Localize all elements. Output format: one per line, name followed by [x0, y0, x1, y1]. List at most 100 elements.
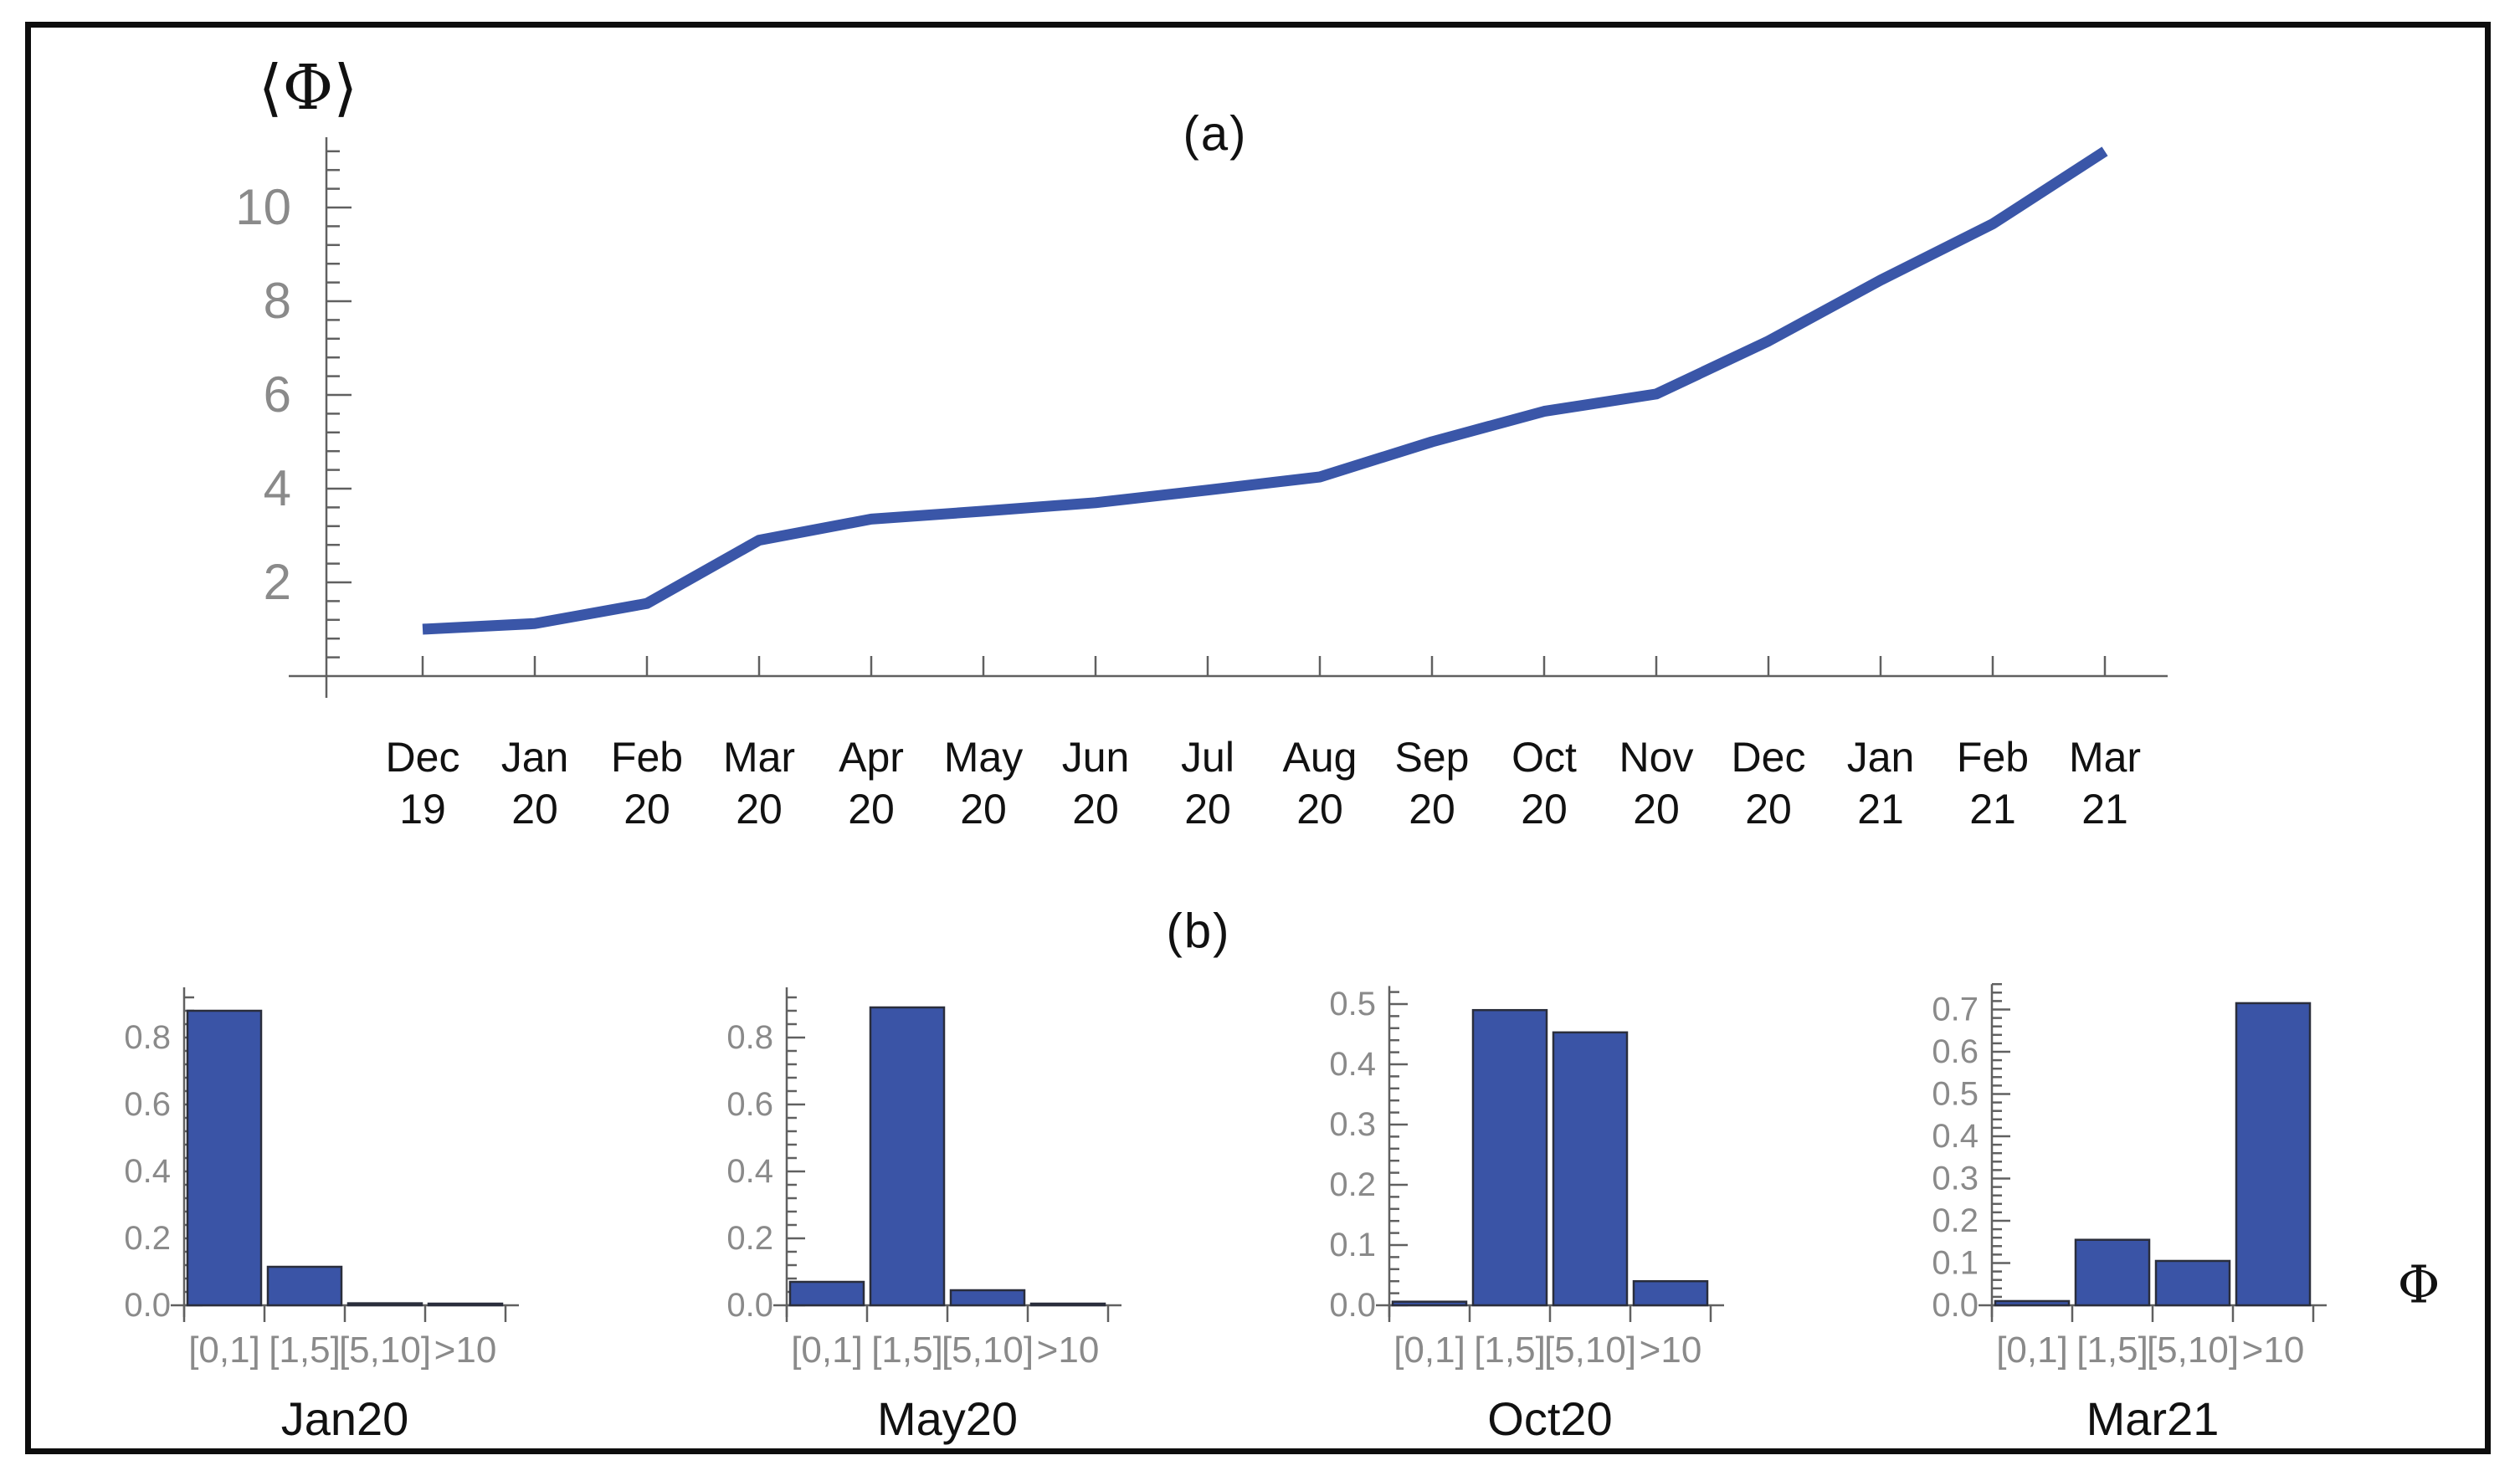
histogram-mar21: 0.0 0.1 0.2 0.3 0.4 0.5 0.6 0.7 [0,1] [1,5][5,10]…	[1932, 982, 2327, 1445]
y-tick-label: 0.6	[124, 1086, 171, 1123]
bar->10	[427, 1302, 504, 1307]
y-tick-label: 0.4	[726, 1153, 773, 1190]
month-label: Jan	[501, 734, 569, 781]
bar-[5,10]	[2154, 1259, 2231, 1307]
month-label: Oct	[1511, 734, 1577, 781]
y-tick-label: 0.6	[726, 1086, 773, 1123]
bar-[5,10]	[1552, 1031, 1629, 1307]
y-tick-label: 0.5	[1932, 1076, 1979, 1113]
figure-border	[25, 22, 2491, 1454]
y-tick-label: 0.0	[726, 1287, 773, 1324]
bar-[5,10]	[346, 1302, 423, 1307]
bars	[1994, 1002, 2312, 1307]
year-label: 20	[736, 786, 783, 833]
y-tick-label: 0.1	[1329, 1227, 1376, 1263]
y-tick-label: 0.0	[1932, 1287, 1979, 1324]
bars	[788, 1006, 1106, 1307]
y-tick-label: 6	[264, 366, 291, 423]
year-label: 21	[2081, 786, 2128, 833]
bar-[0,1]	[788, 1280, 865, 1307]
y-tick-label: 0.7	[1932, 992, 1979, 1028]
bars	[1391, 1008, 1709, 1307]
month-label: Apr	[839, 734, 904, 781]
panel-a-label: (a)	[1183, 106, 1248, 161]
histogram-jan20: 0.0 0.2 0.4 0.6 0.8 [0,1] [1,5][5,10] >10 Jan20	[124, 987, 519, 1445]
y-tick-label: 0.3	[1329, 1106, 1376, 1143]
y-tick-label: 0.0	[124, 1287, 171, 1324]
histogram-title: Mar21	[2086, 1392, 2220, 1445]
year-label: 20	[511, 786, 558, 833]
y-tick-label: 2	[264, 554, 291, 610]
bin-label: [0,1]	[1996, 1330, 2068, 1371]
month-label: Dec	[386, 734, 460, 781]
year-label: 20	[1745, 786, 1792, 833]
axes	[289, 137, 2168, 698]
month-label: May	[944, 734, 1023, 781]
y-tick-label: 4	[264, 460, 291, 516]
y-tick-label: 0.5	[1329, 986, 1376, 1022]
month-label: Nov	[1619, 734, 1694, 781]
year-label: 20	[1072, 786, 1119, 833]
y-tick-label: 0.6	[1932, 1033, 1979, 1070]
bin-label: >10	[2242, 1330, 2305, 1371]
bar-[5,10]	[949, 1289, 1026, 1307]
mean-phi-line-series	[422, 146, 2108, 635]
month-label: Aug	[1283, 734, 1358, 781]
bar-[1,5]	[1471, 1008, 1548, 1307]
month-label: Feb	[1957, 734, 2029, 781]
year-label: 19	[399, 786, 446, 833]
bin-label: >10	[1640, 1330, 1702, 1371]
bar->10	[1029, 1302, 1106, 1307]
bin-label: [5,10]	[339, 1330, 431, 1371]
y-tick-label: 10	[235, 179, 291, 235]
year-label: 20	[1184, 786, 1231, 833]
y-tick-label: 0.2	[1329, 1166, 1376, 1203]
bin-label: [5,10]	[942, 1330, 1034, 1371]
bin-label: [1,5]	[871, 1330, 943, 1371]
bar-[0,1]	[186, 1009, 263, 1307]
bin-label: [5,10]	[2147, 1330, 2239, 1371]
year-label: 20	[1633, 786, 1680, 833]
bin-label: [0,1]	[791, 1330, 863, 1371]
bar-[1,5]	[266, 1265, 343, 1307]
month-label: Sep	[1395, 734, 1470, 781]
y-tick-label: 0.2	[124, 1220, 171, 1257]
histogram-oct20: 0.0 0.1 0.2 0.3 0.4 0.5 [0,1] [1,5][5,10] >10 Oct…	[1329, 986, 1724, 1445]
year-label: 21	[1857, 786, 1904, 833]
panel-b-label: (b)	[1166, 904, 1231, 959]
phi-axis-label: Φ	[2397, 1253, 2440, 1315]
month-label: Mar	[723, 734, 795, 781]
bin-label: [1,5]	[1474, 1330, 1546, 1371]
y-tick-label: 0.4	[1932, 1118, 1979, 1155]
year-label: 20	[1296, 786, 1343, 833]
month-label: Feb	[611, 734, 683, 781]
y-tick-label: 0.1	[1932, 1245, 1979, 1282]
y-tick-label: 0.2	[726, 1220, 773, 1257]
month-label: Jun	[1062, 734, 1130, 781]
histogram-title: May20	[877, 1392, 1018, 1445]
y-tick-label: 0.3	[1932, 1161, 1979, 1197]
bar-[0,1]	[1994, 1299, 2071, 1307]
year-label: 20	[1409, 786, 1455, 833]
month-label: Dec	[1732, 734, 1806, 781]
bin-label: [1,5]	[269, 1330, 341, 1371]
month-label: Jan	[1847, 734, 1915, 781]
y-tick-label: 0.8	[726, 1019, 773, 1056]
bars	[186, 1009, 504, 1307]
histogram-title: Jan20	[281, 1392, 409, 1445]
y-tick-label: 0.4	[1329, 1046, 1376, 1083]
bin-label: >10	[434, 1330, 497, 1371]
bin-label: [5,10]	[1544, 1330, 1636, 1371]
bar-[1,5]	[2074, 1238, 2151, 1307]
y-tick-label: 0.4	[124, 1153, 171, 1190]
axes	[1376, 986, 1724, 1322]
year-label: 20	[960, 786, 1007, 833]
bin-label: >10	[1037, 1330, 1100, 1371]
bar-[1,5]	[869, 1006, 946, 1307]
month-label: Jul	[1181, 734, 1234, 781]
histogram-title: Oct20	[1487, 1392, 1612, 1445]
bar->10	[2235, 1002, 2312, 1307]
year-label: 20	[1521, 786, 1568, 833]
month-label: Mar	[2069, 734, 2141, 781]
